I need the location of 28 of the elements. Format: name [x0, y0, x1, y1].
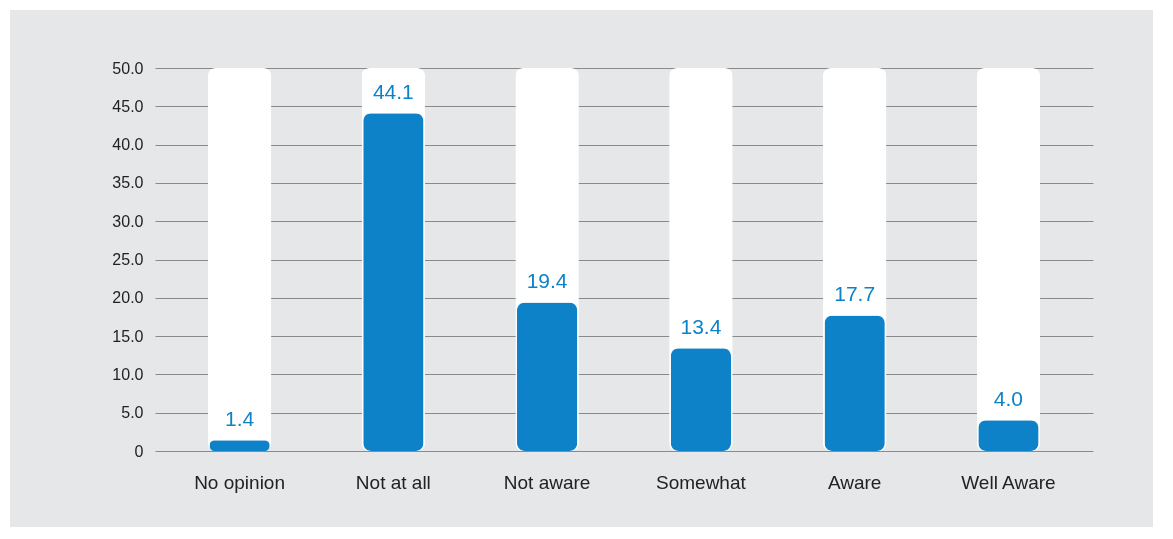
- data-label: 17.7: [834, 282, 876, 306]
- bar: [363, 113, 424, 451]
- y-tick-label: 30.0: [112, 212, 144, 230]
- x-tick-label: Not at all: [355, 471, 431, 493]
- y-tick-label: 5.0: [121, 404, 144, 422]
- y-tick-label: 10.0: [112, 365, 144, 383]
- bar: [670, 348, 732, 451]
- y-tick-label: 25.0: [112, 251, 144, 268]
- data-label: 1.4: [224, 407, 255, 431]
- bar: [978, 420, 1039, 451]
- y-tick-label: 35.0: [112, 174, 144, 192]
- y-tick-label: 20.0: [112, 289, 144, 307]
- y-tick-label: 0: [134, 442, 144, 460]
- x-tick-label: Not aware: [503, 471, 591, 493]
- x-tick-label: Somewhat: [655, 471, 747, 493]
- y-tick-label: 40.0: [112, 136, 144, 154]
- x-tick-label: Aware: [827, 471, 882, 493]
- data-label: 19.4: [526, 269, 568, 293]
- bar: [824, 315, 885, 451]
- y-tick-label: 15.0: [112, 327, 144, 345]
- y-tick-label: 45.0: [112, 97, 144, 115]
- x-tick-label: No opinion: [194, 471, 285, 493]
- y-tick-label: 50.0: [112, 59, 144, 77]
- data-label: 4.0: [993, 387, 1024, 411]
- data-label: 44.1: [372, 80, 414, 104]
- bar: [516, 302, 578, 451]
- x-tick-label: Well Aware: [961, 471, 1056, 493]
- data-label: 13.4: [680, 315, 722, 339]
